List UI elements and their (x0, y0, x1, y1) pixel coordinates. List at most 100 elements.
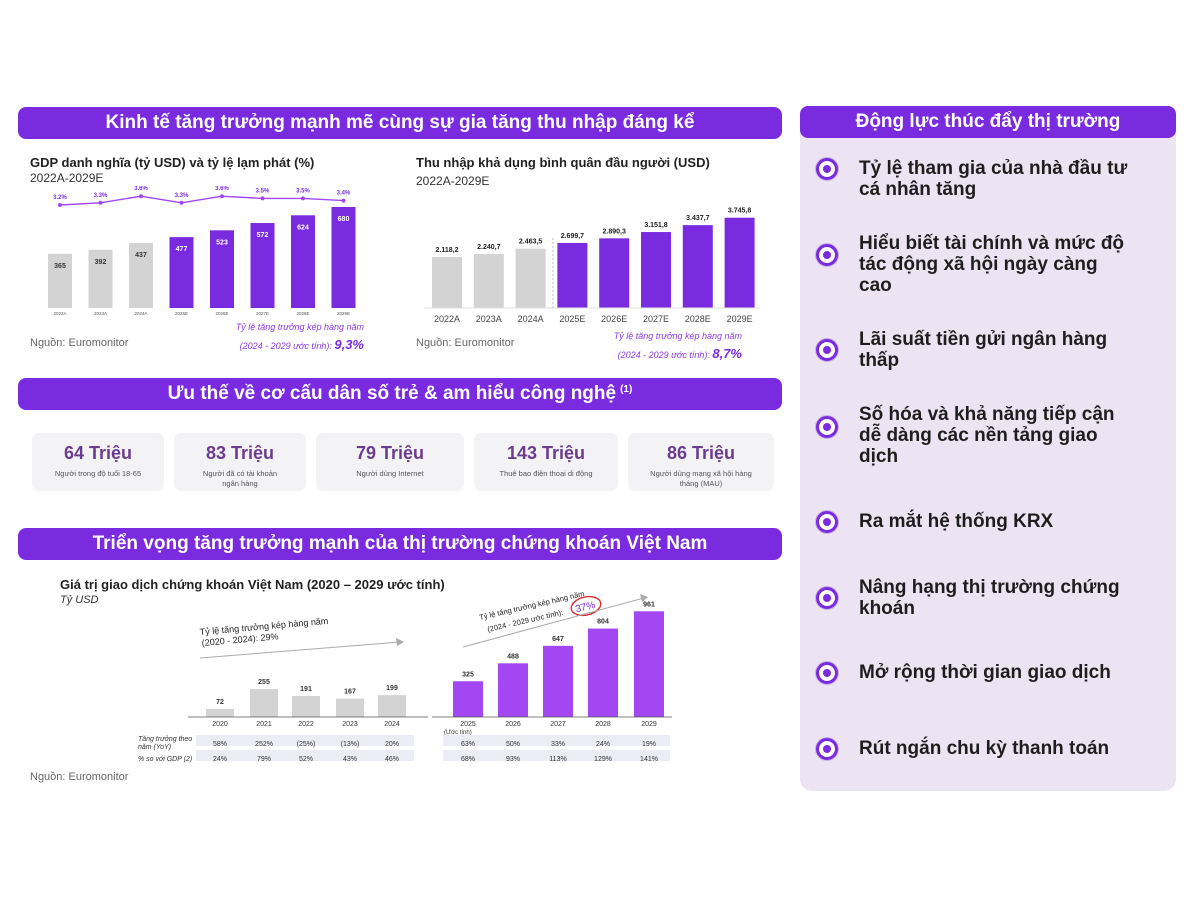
gdp-bar-label: 392 (95, 259, 107, 266)
market-table-cell-bg (326, 735, 372, 746)
gdp-chart: 365 2022A 3.2% 392 2023A 3.3% 437 2024A 3.6% 477 2… (48, 186, 356, 316)
market-table-cell-bg (368, 735, 414, 746)
market-gdp-pct-value: 79% (257, 756, 271, 763)
income-bar (641, 232, 671, 308)
market-table-cell-bg (578, 750, 624, 761)
driver-item: Nâng hạng thị trường chứng khoán (816, 577, 1166, 619)
market-table-cell-bg (196, 735, 242, 746)
market-bar (543, 645, 573, 717)
inflation-label: 3.3% (94, 193, 108, 199)
driver-text-line: thấp (859, 350, 900, 371)
income-bar-label: 2.699,7 (561, 233, 584, 240)
gdp-cagr-note: Tỷ lệ tăng trưởng kép hàng năm (2024 - 2… (180, 322, 364, 352)
market-x-tick: 2025 (460, 721, 476, 728)
stat-card-internet-users: 79 Triệu Người dùng Internet (316, 433, 464, 491)
driver-text-line: dễ dàng các nền tảng giao (859, 425, 1098, 446)
market-yoy-value: (25%) (297, 741, 316, 748)
driver-text-line: cao (859, 275, 892, 296)
driver-text: Mở rộng thời gian giao dịch (859, 662, 1166, 683)
gdp-bar-label: 437 (135, 252, 147, 259)
market-gdp-pct-value: 93% (506, 756, 520, 763)
income-chart-title: Thu nhập khả dụng bình quân đầu người (U… (416, 155, 710, 170)
gdp-x-tick: 2025E (175, 311, 188, 316)
gdp-bar-label: 624 (297, 224, 309, 231)
inflation-label: 3.5% (296, 188, 310, 194)
economy-banner: Kinh tế tăng trưởng mạnh mẽ cùng sự gia … (18, 107, 782, 139)
market-bar-label: 191 (300, 686, 312, 693)
driver-text-line: Mở rộng thời gian giao dịch (859, 662, 1111, 683)
market-bar-label: 488 (507, 653, 519, 660)
market-bar (498, 663, 528, 717)
driver-item: Tỷ lệ tham gia của nhà đầu tư cá nhân tă… (816, 158, 1166, 200)
income-bar-label: 3.745,8 (728, 208, 751, 215)
income-bar-label: 3.151,8 (644, 222, 667, 229)
market-x-tick: 2024 (384, 721, 400, 728)
driver-item: Lãi suất tiền gửi ngân hàng thấp (816, 329, 1166, 371)
income-bar (599, 238, 630, 308)
market-bar (250, 688, 278, 717)
inflation-point (260, 196, 265, 201)
gdp-bar (88, 249, 113, 308)
market-bar-label: 961 (643, 601, 655, 608)
market-gdp-pct-value: 129% (594, 756, 612, 763)
market-yoy-value: 50% (506, 741, 520, 748)
market-table-cell-bg (326, 750, 372, 761)
bullet-circle-icon (816, 244, 838, 266)
drivers-panel: Động lực thúc đẩy thị trường Tỷ lệ tham … (800, 106, 1176, 791)
income-bar (515, 248, 546, 308)
inflation-point (179, 200, 184, 205)
market-chart-unit: Tỷ USD (60, 594, 99, 606)
stat-value: 79 Triệu (355, 443, 425, 463)
market-arrowhead-left (396, 638, 404, 646)
income-x-tick: 2028E (685, 314, 711, 324)
inflation-label: 3.6% (134, 186, 148, 192)
gdp-cagr-note-line2: (2024 - 2029 ước tính): (239, 341, 332, 351)
drivers-panel-title: Động lực thúc đẩy thị trường (800, 106, 1176, 138)
bullet-circle-icon (816, 339, 838, 361)
market-chart: 72 2020 255 2021 191 2022 167 2023 199 2024 325 202… (138, 589, 672, 763)
stat-label: Người dùng Internet (356, 469, 424, 478)
income-bar (557, 242, 588, 308)
gdp-bar (48, 253, 72, 308)
income-source: Nguồn: Euromonitor (416, 337, 515, 349)
gdp-cagr-note-line1: Tỷ lệ tăng trưởng kép hàng năm (235, 322, 364, 332)
market-source: Nguồn: Euromonitor (30, 771, 129, 783)
market-gdp-pct-value: 113% (549, 756, 566, 763)
market-yoy-value: 24% (596, 741, 610, 748)
driver-text-line: Lãi suất tiền gửi ngân hàng (859, 329, 1108, 350)
market-table-cell-bg (533, 750, 579, 761)
gdp-chart-period: 2022A-2029E (30, 171, 104, 185)
drivers-title: Động lực thúc đẩy thị trường (855, 111, 1121, 132)
inflation-point (220, 194, 224, 199)
market-bar-label: 167 (344, 689, 356, 696)
market-gdp-pct-value: 141% (640, 756, 658, 763)
market-gdp-pct-value: 43% (343, 756, 357, 763)
market-yoy-value: 20% (385, 741, 399, 748)
gdp-bar (331, 206, 356, 308)
stat-card-working-age: 64 Triệu Người trong độ tuổi 18-65 (32, 433, 164, 491)
market-table-cell-bg (533, 735, 579, 746)
bullet-circle-icon (816, 738, 838, 760)
driver-text: Lãi suất tiền gửi ngân hàng thấp (859, 329, 1166, 371)
market-bar (292, 695, 320, 717)
market-x-tick: 2028 (595, 721, 611, 728)
inflation-label: 3.5% (256, 188, 270, 194)
income-cagr-note-line1: Tỷ lệ tăng trưởng kép hàng năm (613, 331, 742, 341)
market-cagr2-value: 37% (574, 600, 596, 615)
bullet-circle-icon (816, 158, 838, 180)
driver-text-line: tác động xã hội ngày càng (859, 254, 1098, 275)
market-table-cell-bg (624, 750, 670, 761)
driver-text: Rút ngắn chu kỳ thanh toán (859, 738, 1166, 759)
income-x-tick: 2025E (559, 314, 585, 324)
economy-banner-title: Kinh tế tăng trưởng mạnh mẽ cùng sự gia … (105, 112, 695, 133)
income-cagr-note: Tỷ lệ tăng trưởng kép hàng năm (2024 - 2… (560, 331, 742, 361)
stat-card-bank-accounts: 83 Triệu Người đã có tài khoản ngân hàng (174, 433, 306, 491)
income-bar-label: 3.437,7 (686, 215, 709, 222)
income-x-tick: 2022A (434, 314, 460, 324)
market-table-cell-bg (282, 735, 328, 746)
market-x-tick: 2021 (256, 721, 272, 728)
market-row2-label: % so với GDP (2) (138, 756, 192, 763)
gdp-bar-label: 523 (216, 239, 228, 246)
market-yoy-value: 58% (213, 741, 227, 748)
market-gdp-pct-value: 52% (299, 756, 313, 763)
